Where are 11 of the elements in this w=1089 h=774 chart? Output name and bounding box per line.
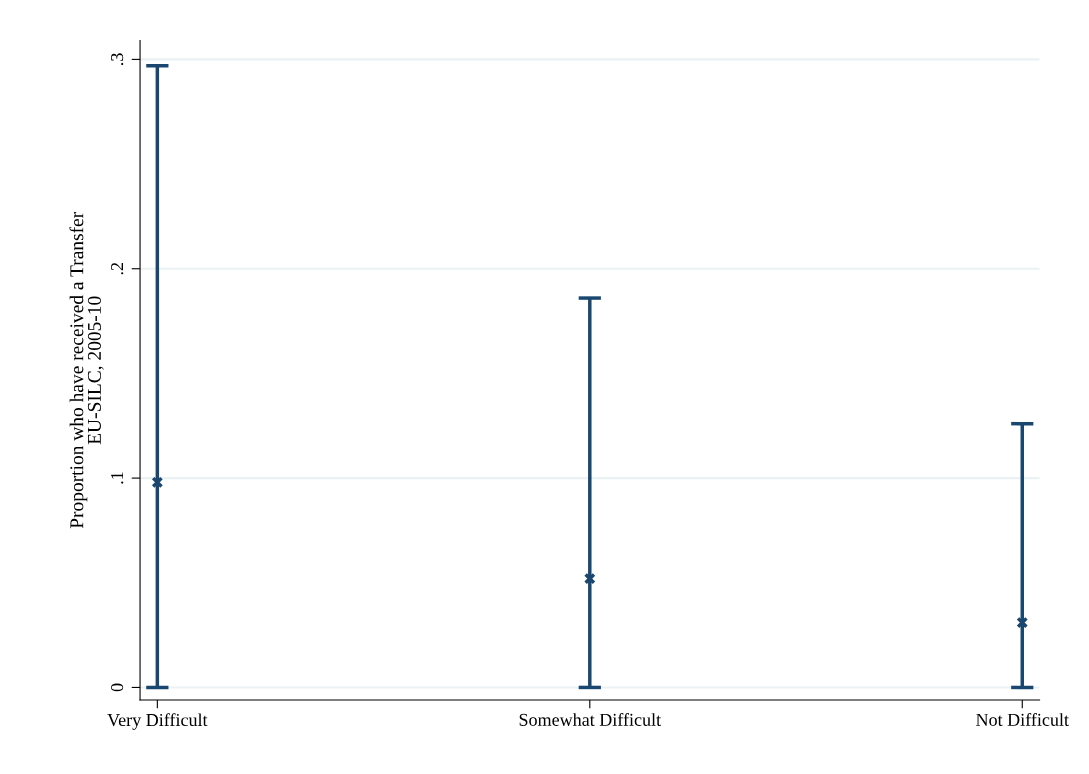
point (583, 572, 596, 585)
y-tick-label: .3 (111, 53, 124, 65)
y-tick-label: .2 (111, 262, 124, 275)
x-tick-label: Not Difficult (976, 713, 1069, 726)
point (1016, 616, 1029, 629)
y-tick-label: .1 (111, 472, 124, 484)
x-tick-label: Somewhat Difficult (519, 713, 661, 726)
point (151, 476, 164, 489)
x-tick-label: Very Difficult (107, 713, 208, 730)
y-axis-title: Proportion who have received a Transfer EU-SILC, 2005-10 (69, 211, 104, 529)
y-tick-label: 0 (111, 683, 124, 692)
